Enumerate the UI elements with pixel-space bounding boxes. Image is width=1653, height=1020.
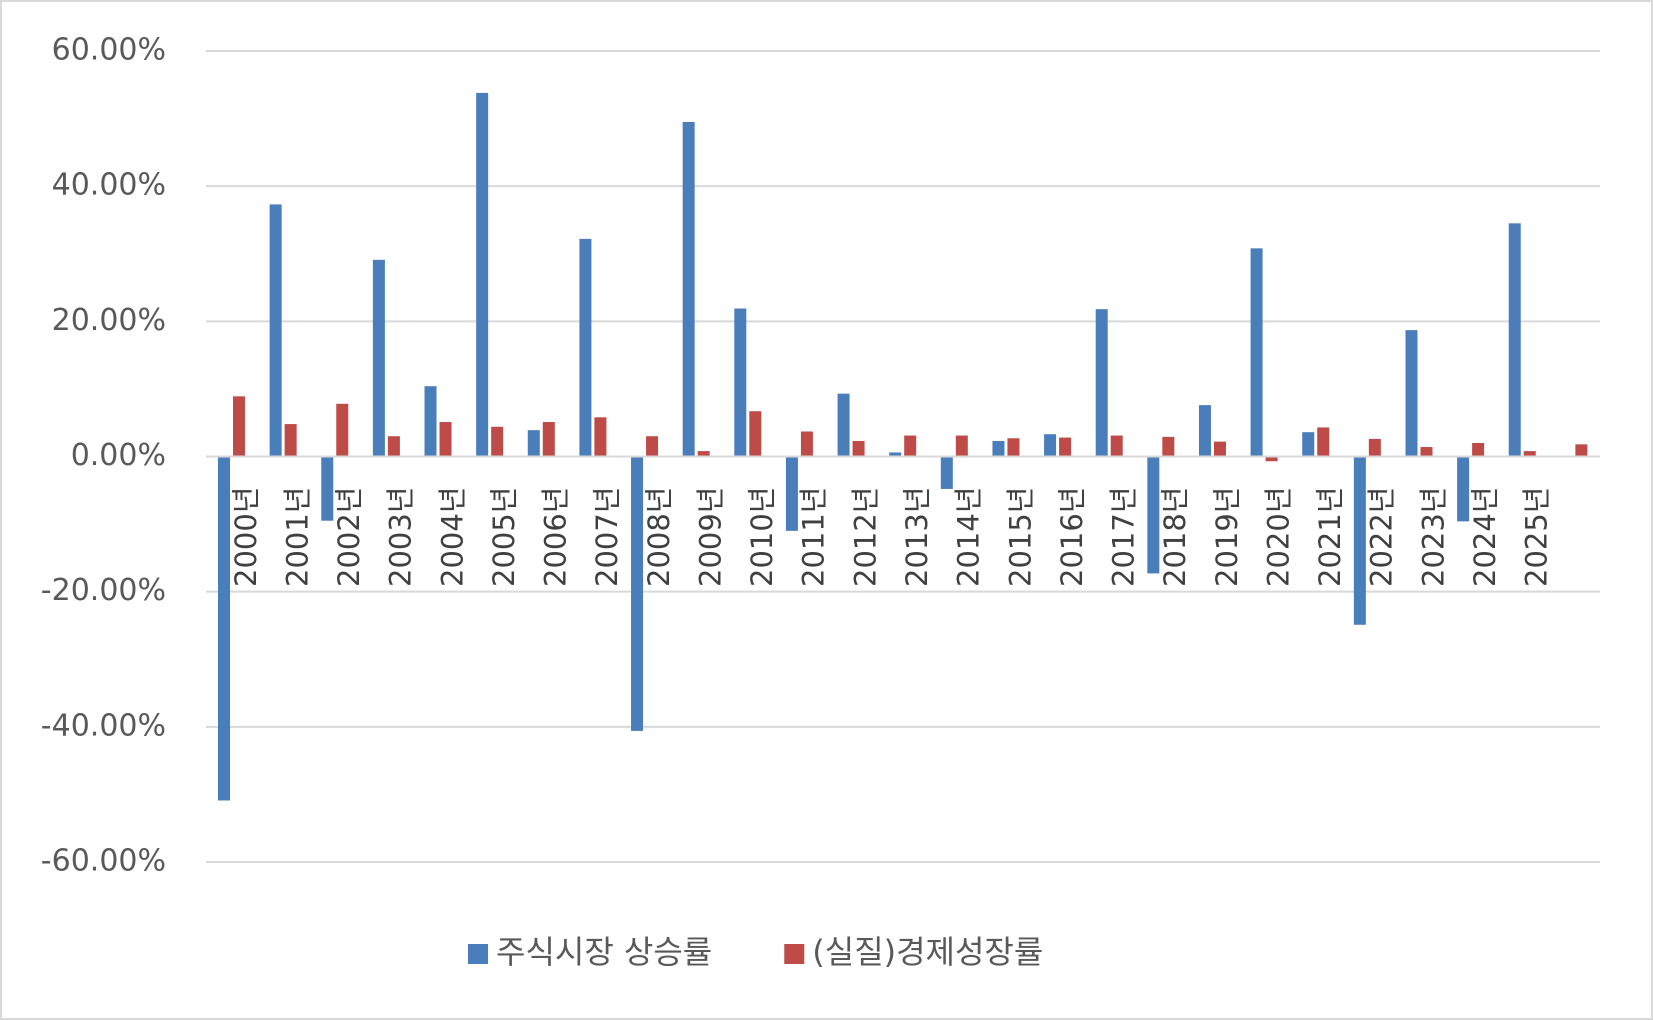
x-tick-label: 2013년 <box>900 487 934 587</box>
bar <box>749 411 762 457</box>
bar <box>439 422 452 457</box>
bar <box>1044 434 1057 457</box>
x-tick-label: 2000년 <box>229 487 263 587</box>
bar <box>527 430 540 457</box>
bar <box>1110 435 1123 457</box>
bar <box>1302 432 1315 457</box>
x-tick-label: 2020년 <box>1261 487 1295 587</box>
bar <box>542 422 555 457</box>
x-tick-label: 2009년 <box>693 487 727 587</box>
bar <box>1457 456 1470 522</box>
bar <box>646 436 659 457</box>
bar <box>1147 456 1160 574</box>
bar <box>837 393 850 457</box>
x-tick-label: 2014년 <box>952 487 986 587</box>
bar <box>1368 438 1381 457</box>
x-tick-label: 2002년 <box>332 487 366 587</box>
legend-swatch <box>468 944 488 964</box>
bar <box>852 440 865 457</box>
x-tick-label: 2006년 <box>539 487 573 587</box>
bar <box>1353 456 1366 625</box>
bar <box>1575 444 1588 457</box>
x-tick-label: 2007년 <box>590 487 624 587</box>
y-tick-label: -20.00% <box>41 573 166 608</box>
legend-label: (실질)경제성장률 <box>812 933 1043 971</box>
x-tick-label: 2021년 <box>1313 487 1347 587</box>
bar <box>1007 438 1020 457</box>
bar <box>904 435 917 457</box>
bar <box>992 440 1005 457</box>
x-tick-label: 2004년 <box>435 487 469 587</box>
x-tick-label: 2010년 <box>745 487 779 587</box>
bar <box>476 92 489 457</box>
bar <box>800 431 813 457</box>
bar <box>579 238 592 457</box>
y-tick-label: 0.00% <box>71 438 166 473</box>
bar <box>785 456 798 531</box>
y-tick-label: 60.00% <box>52 33 166 68</box>
bar <box>321 456 334 521</box>
x-tick-label: 2011년 <box>797 487 831 587</box>
x-tick-label: 2018년 <box>1158 487 1192 587</box>
x-tick-label: 2008년 <box>642 487 676 587</box>
bar <box>697 451 710 457</box>
bar <box>1095 309 1108 457</box>
bar <box>682 121 695 457</box>
bar <box>955 435 968 457</box>
y-tick-label: 20.00% <box>52 303 166 338</box>
x-tick-label: 2005년 <box>487 487 521 587</box>
bar <box>1317 427 1330 457</box>
y-tick-label: -60.00% <box>41 844 166 879</box>
bar <box>1265 456 1278 462</box>
bar <box>1198 405 1211 457</box>
legend: 주식시장 상승률 (실질)경제성장률 <box>468 933 1043 971</box>
y-tick-label: -40.00% <box>41 708 166 743</box>
x-tick-label: 2015년 <box>1003 487 1037 587</box>
bar <box>218 456 230 801</box>
x-tick-label: 2016년 <box>1055 487 1089 587</box>
bar <box>1059 437 1072 457</box>
bar <box>1213 441 1226 457</box>
x-tick-label: 2017년 <box>1107 487 1141 587</box>
bar <box>1508 223 1521 457</box>
bar <box>284 424 297 457</box>
x-tick-label: 2001년 <box>280 487 314 587</box>
x-tick-label: 2012년 <box>848 487 882 587</box>
bar <box>336 403 349 457</box>
bar <box>594 417 607 457</box>
bar <box>424 386 437 457</box>
bar <box>1405 330 1418 457</box>
x-tick-label: 2024년 <box>1468 487 1502 587</box>
x-tick-label: 2003년 <box>384 487 418 587</box>
bar <box>1523 451 1536 457</box>
bar <box>491 426 504 457</box>
bar <box>269 204 282 457</box>
legend-label: 주식시장 상승률 <box>496 933 712 971</box>
bar <box>889 452 902 457</box>
bar <box>940 456 953 489</box>
bar <box>1420 447 1433 457</box>
bar <box>233 396 245 457</box>
bar <box>1162 436 1175 457</box>
x-tick-label: 2023년 <box>1416 487 1450 587</box>
x-tick-label: 2019년 <box>1210 487 1244 587</box>
y-tick-label: 40.00% <box>52 168 166 203</box>
x-tick-label: 2022년 <box>1365 487 1399 587</box>
bar <box>631 456 644 731</box>
bar <box>387 436 400 457</box>
bar <box>1472 442 1485 457</box>
bar <box>1250 248 1263 457</box>
bar <box>734 308 747 457</box>
bar <box>372 259 385 457</box>
x-tick-label: 2025년 <box>1520 487 1554 587</box>
legend-swatch <box>784 944 805 964</box>
